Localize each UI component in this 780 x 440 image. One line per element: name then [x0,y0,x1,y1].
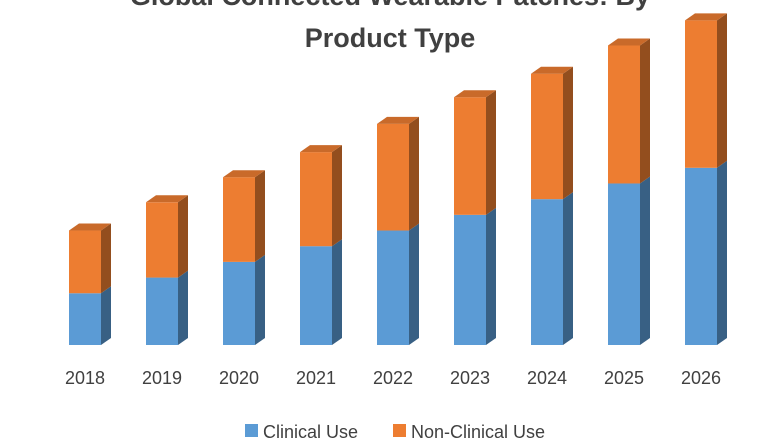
x-tick-label-2018: 2018 [65,368,105,388]
bar-clinical-use-2024-side [563,192,573,345]
bar-non-clinical-use-2026-side [717,13,727,168]
bar-non-clinical-use-2018-top [69,223,111,231]
bar-non-clinical-use-2023-side [486,90,496,215]
bar-non-clinical-use-2018 [69,230,101,294]
bar-clinical-use-2026-side [717,160,727,345]
x-tick-label-2021: 2021 [296,368,336,388]
bar-clinical-use-2025-side [640,176,650,345]
bar-group-2026 [685,13,727,345]
legend-swatch [245,424,258,437]
x-tick-label-2020: 2020 [219,368,259,388]
bar-non-clinical-use-2021-top [300,145,342,153]
bar-non-clinical-use-2021-side [332,145,342,247]
bar-non-clinical-use-2022-side [409,116,419,231]
bar-clinical-use-2026 [685,167,717,345]
bar-non-clinical-use-2025-side [640,38,650,184]
bar-clinical-use-2018 [69,293,101,345]
legend-label: Clinical Use [263,422,358,440]
bar-clinical-use-2024 [531,199,563,345]
bar-clinical-use-2022 [377,230,409,345]
bar-non-clinical-use-2020 [223,177,255,262]
bar-non-clinical-use-2023-top [454,90,496,98]
bar-clinical-use-2020-side [255,254,265,345]
bar-non-clinical-use-2025 [608,45,640,184]
bar-non-clinical-use-2022-top [377,116,419,124]
bar-group-2024 [531,66,573,345]
chart-title-line-2: Product Type [304,23,476,53]
bar-non-clinical-use-2024-top [531,66,573,74]
bar-clinical-use-2021 [300,246,332,345]
bar-group-2021 [300,145,342,345]
bar-non-clinical-use-2026-top [685,13,727,21]
bar-clinical-use-2025 [608,183,640,345]
bar-group-2020 [223,170,265,345]
bar-non-clinical-use-2020-top [223,170,265,178]
x-tick-label-2023: 2023 [450,368,490,388]
bar-clinical-use-2023-side [486,207,496,345]
bar-non-clinical-use-2022 [377,123,409,231]
legend-item-non-clinical-use: Non-Clinical Use [393,422,545,440]
bar-group-2018 [69,223,111,345]
bar-non-clinical-use-2021 [300,152,332,247]
bar-non-clinical-use-2018-side [101,223,111,294]
legend-swatch [393,424,406,437]
bar-non-clinical-use-2024-side [563,66,573,200]
chart-title-line-1: Global Connected Wearable Patches: By [0,0,780,13]
bar-clinical-use-2021-side [332,239,342,345]
bar-clinical-use-2020 [223,261,255,345]
bar-non-clinical-use-2019 [146,202,178,278]
bar-group-2022 [377,116,419,345]
x-tick-label-2019: 2019 [142,368,182,388]
bar-clinical-use-2019-side [178,270,188,345]
x-tick-label-2022: 2022 [373,368,413,388]
bar-clinical-use-2022-side [409,223,419,345]
x-tick-label-2024: 2024 [527,368,567,388]
x-tick-label-2025: 2025 [604,368,644,388]
bar-group-2019 [146,195,188,345]
bar-non-clinical-use-2025-top [608,38,650,46]
x-tick-label-2026: 2026 [681,368,721,388]
bar-non-clinical-use-2026 [685,20,717,168]
bar-clinical-use-2018-side [101,286,111,345]
bar-clinical-use-2019 [146,277,178,345]
bar-non-clinical-use-2024 [531,73,563,200]
bar-non-clinical-use-2019-top [146,195,188,203]
legend-label: Non-Clinical Use [411,422,545,440]
bar-group-2025 [608,38,650,345]
bar-clinical-use-2023 [454,214,486,345]
bar-non-clinical-use-2020-side [255,170,265,262]
bar-group-2023 [454,90,496,345]
legend-item-clinical-use: Clinical Use [245,422,358,440]
bar-non-clinical-use-2023 [454,97,486,215]
bar-non-clinical-use-2019-side [178,195,188,278]
